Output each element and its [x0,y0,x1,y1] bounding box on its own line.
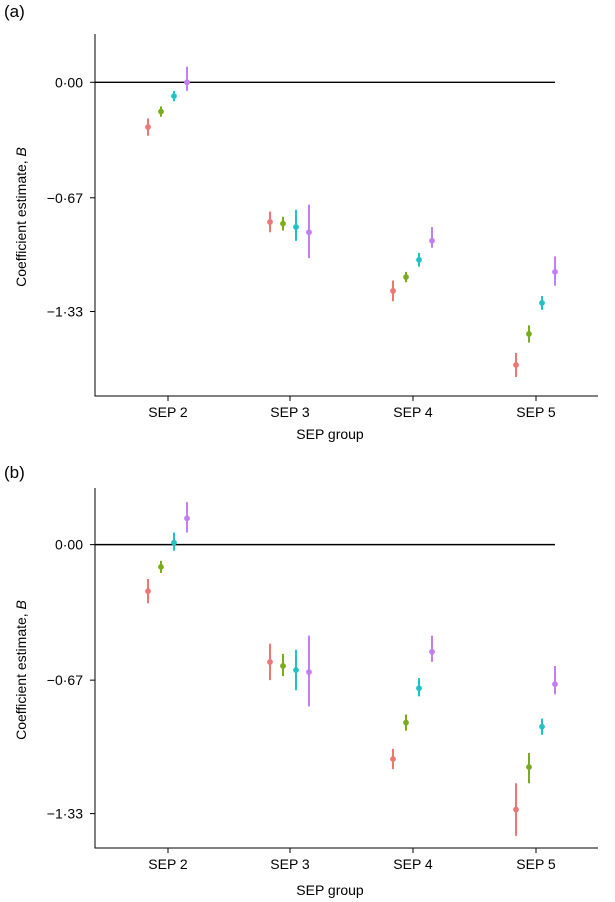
panel-a-yaxis-title-italic: B [13,147,29,156]
panel-b-xaxis-title: SEP group [296,882,364,898]
panel-a-estimate-point [526,331,532,337]
panel-a-estimate-point [429,237,435,244]
panel-b-axes [94,488,598,849]
panel-a-estimate-point [145,124,151,130]
panel-a-ytick-label: −1·33 [47,304,83,320]
panel-b-plot: 0·00 −0·67 −1·33 SEP 2 SEP 3 SEP 4 SEP 5 [47,488,598,872]
panel-b-estimate-point [416,685,422,692]
panel-b-estimate-point [403,719,409,726]
panel-b-xtick-label: SEP 4 [393,856,433,872]
panel-b-estimate-point [306,669,312,675]
panel-b-label: (b) [4,463,25,482]
panel-b-ytick-label: −0·67 [47,672,83,688]
panel-a-yaxis-title: Coefficient estimate, B [13,147,29,287]
panel-b-ytick-label: 0·00 [55,537,83,553]
panel-a-yaxis-title-main: Coefficient estimate, [13,156,29,286]
panel-a-xtick-label: SEP 4 [393,404,433,420]
panel-b-estimate-point [513,806,519,813]
panel-b-ytick-label: −1·33 [47,806,83,822]
panel-a-estimate-point [552,268,558,275]
panel-a-estimate-point [513,362,519,368]
panel-a-estimate-point [171,93,177,99]
panel-a-xaxis-title: SEP group [296,426,364,442]
panel-b-yaxis-title-main: Coefficient estimate, [13,609,29,739]
panel-b-estimate-point [171,539,177,546]
panel-b-estimate-point [390,756,396,762]
panel-a-xtick-label: SEP 3 [270,404,310,420]
panel-a-axes [94,34,598,397]
panel-a-estimate-point [539,300,545,306]
panel-a-estimate-point [280,220,286,227]
panel-a-ytick-label: 0·00 [55,74,83,90]
panel-a-xtick-label: SEP 5 [516,404,556,420]
panel-b-estimate-point [539,723,545,730]
panel-b-yaxis-title-italic: B [13,600,29,609]
panel-a-estimate-point [293,224,299,230]
panel-b-estimate-point [293,667,299,673]
panel-b-estimate-point [158,563,164,570]
panel-b-xtick-label: SEP 2 [148,856,188,872]
panel-b-estimate-point [429,648,435,655]
panel-a-ytick-label: −0·67 [47,190,83,206]
panel-a-label: (a) [4,2,25,21]
panel-b-xtick-label: SEP 5 [516,856,556,872]
panel-b-estimate-point [280,663,286,669]
panel-b-xtick-label: SEP 3 [270,856,310,872]
panel-a-estimate-point [158,108,164,115]
panel-a-estimate-point [403,274,409,280]
panel-b-estimate-point [184,515,190,522]
panel-b-estimate-point [552,681,558,688]
panel-a-estimate-point [416,256,422,263]
panel-a-estimate-point [390,287,396,294]
panel-a-xtick-label: SEP 2 [148,404,188,420]
panel-b-estimate-point [526,764,532,771]
panel-b-estimate-point [145,588,151,595]
panel-a-estimate-point [184,79,190,86]
panel-b-estimate-point [267,659,273,665]
panel-a-plot: 0·00 −0·67 −1·33 SEP 2 SEP 3 SEP 4 SEP 5 [47,34,598,420]
panel-b-yaxis-title: Coefficient estimate, B [13,600,29,740]
panel-a-estimate-point [306,229,312,236]
panel-a-estimate-point [267,218,273,225]
